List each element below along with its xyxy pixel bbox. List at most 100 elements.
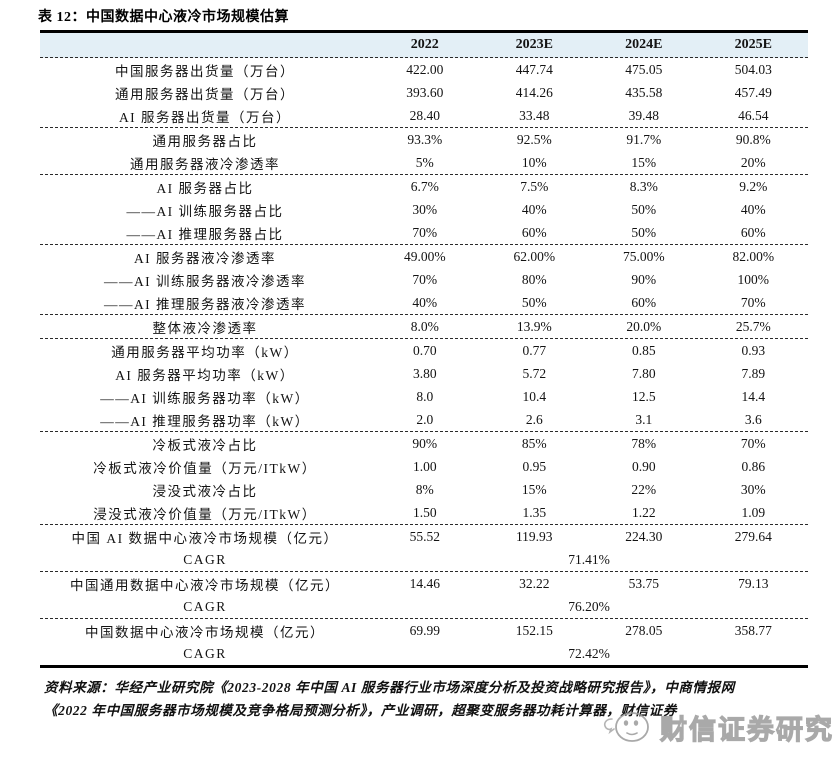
row-value: 7.5% (520, 178, 549, 194)
row-value: 504.03 (734, 61, 772, 77)
table-row: 整体液冷渗透率 8.0% 13.9% 20.0% 25.7% (40, 315, 808, 338)
row-value: 0.90 (631, 458, 656, 474)
row-value: 78% (631, 435, 657, 451)
table-row: 冷板式液冷占比 90% 85% 78% 70% (40, 432, 808, 455)
row-value: 435.58 (625, 84, 663, 100)
row-label: CAGR (183, 551, 227, 567)
table-row: CAGR 72.42% (40, 642, 808, 665)
table-row: 中国 AI 数据中心液冷市场规模（亿元） 55.52 119.93 224.30 279… (40, 525, 808, 548)
row-value: 0.85 (631, 342, 656, 358)
row-label: 通用服务器液冷渗透率 (130, 156, 280, 172)
row-label: 浸没式液冷占比 (152, 483, 258, 499)
row-label: ——AI 训练服务器液冷渗透率 (103, 273, 307, 289)
row-value: 358.77 (734, 622, 772, 638)
row-value: 100% (737, 271, 770, 287)
brand-watermark: 财信证券研究 (602, 705, 834, 750)
row-value: 75.00% (622, 248, 665, 264)
cagr-value: 76.20% (568, 598, 610, 614)
row-value: 10.4 (522, 388, 547, 404)
row-value: 0.70 (412, 342, 437, 358)
table-header-row: 2022 2023E 2024E 2025E (40, 33, 808, 58)
row-value: 85% (521, 435, 547, 451)
table-row: ——AI 推理服务器占比 70% 60% 50% 60% (40, 221, 808, 244)
table-row: ——AI 训练服务器功率（kW） 8.0 10.4 12.5 14.4 (40, 385, 808, 408)
table-section: 通用服务器占比 93.3% 92.5% 91.7% 90.8% 通用服务器液冷渗透率 5% 1… (40, 128, 808, 175)
table-row: ——AI 训练服务器液冷渗透率 70% 80% 90% 100% (40, 268, 808, 291)
row-value: 70% (740, 294, 766, 310)
row-label: 整体液冷渗透率 (152, 320, 258, 336)
row-label: CAGR (183, 645, 227, 661)
row-value: 0.95 (522, 458, 547, 474)
table-section: 中国 AI 数据中心液冷市场规模（亿元） 55.52 119.93 224.30 279… (40, 525, 808, 572)
row-value: 90% (631, 271, 657, 287)
row-value: 12.5 (631, 388, 656, 404)
watermark-label: 财信证券研究 (659, 714, 834, 745)
header-year-2023e: 2023E (515, 37, 553, 52)
table-section: 中国数据中心液冷市场规模（亿元） 69.99 152.15 278.05 358.77 C… (40, 619, 808, 668)
row-value: 70% (740, 435, 766, 451)
table-row: 通用服务器液冷渗透率 5% 10% 15% 20% (40, 151, 808, 174)
row-value: 80% (521, 271, 547, 287)
row-value: 91.7% (626, 131, 662, 147)
table-section: 中国服务器出货量（万台） 422.00 447.74 475.05 504.03 通用服务… (40, 58, 808, 128)
header-year-2024e: 2024E (625, 37, 663, 52)
row-label: AI 服务器平均功率（kW） (115, 367, 295, 383)
row-value: 53.75 (628, 575, 659, 591)
row-value: 92.5% (516, 131, 552, 147)
row-value: 224.30 (625, 528, 663, 544)
row-value: 39.48 (628, 107, 659, 123)
row-label: AI 服务器出货量（万台） (118, 109, 292, 125)
row-value: 30% (740, 481, 766, 497)
row-value: 46.54 (738, 107, 769, 123)
table-row: 中国通用数据中心液冷市场规模（亿元） 14.46 32.22 53.75 79.13 (40, 572, 808, 595)
row-value: 1.35 (522, 504, 547, 520)
table-row: AI 服务器占比 6.7% 7.5% 8.3% 9.2% (40, 175, 808, 198)
row-value: 1.22 (631, 504, 656, 520)
row-value: 393.60 (406, 84, 444, 100)
row-value: 60% (740, 224, 766, 240)
row-value: 20% (740, 154, 766, 170)
table-row: 通用服务器平均功率（kW） 0.70 0.77 0.85 0.93 (40, 339, 808, 362)
row-value: 50% (521, 294, 547, 310)
row-value: 2.6 (525, 411, 543, 427)
row-value: 50% (631, 201, 657, 217)
row-value: 40% (521, 201, 547, 217)
row-value: 3.80 (412, 365, 437, 381)
row-value: 0.93 (741, 342, 766, 358)
table-row: AI 服务器出货量（万台） 28.40 33.48 39.48 46.54 (40, 104, 808, 127)
row-value: 60% (631, 294, 657, 310)
row-label: ——AI 训练服务器占比 (126, 203, 284, 219)
mascot-logo-icon (602, 705, 654, 750)
row-value: 9.2% (739, 178, 768, 194)
row-value: 25.7% (735, 318, 771, 334)
row-value: 447.74 (515, 61, 553, 77)
row-label: 中国服务器出货量（万台） (115, 63, 295, 79)
row-label: ——AI 推理服务器占比 (126, 226, 284, 242)
row-label: AI 服务器液冷渗透率 (133, 250, 277, 266)
row-value: 8.0% (410, 318, 439, 334)
table-row: 冷板式液冷价值量（万元/ITkW） 1.00 0.95 0.90 0.86 (40, 455, 808, 478)
table-section: AI 服务器液冷渗透率 49.00% 62.00% 75.00% 82.00% ——AI … (40, 245, 808, 315)
row-value: 30% (412, 201, 438, 217)
row-value: 15% (521, 481, 547, 497)
row-value: 3.6 (744, 411, 762, 427)
row-value: 40% (412, 294, 438, 310)
row-label: 冷板式液冷占比 (152, 437, 258, 453)
table-row: 浸没式液冷占比 8% 15% 22% 30% (40, 478, 808, 501)
row-value: 279.64 (734, 528, 772, 544)
row-value: 50% (631, 224, 657, 240)
row-value: 28.40 (409, 107, 440, 123)
table-row: 中国数据中心液冷市场规模（亿元） 69.99 152.15 278.05 358.77 (40, 619, 808, 642)
row-value: 3.1 (635, 411, 653, 427)
row-value: 60% (521, 224, 547, 240)
row-value: 40% (740, 201, 766, 217)
row-value: 93.3% (407, 131, 443, 147)
table-row: 浸没式液冷价值量（万元/ITkW） 1.50 1.35 1.22 1.09 (40, 501, 808, 524)
table-section: AI 服务器占比 6.7% 7.5% 8.3% 9.2% ——AI 训练服务器占比 30% 4… (40, 175, 808, 245)
table-title: 表 12：中国数据中心液冷市场规模估算 (38, 10, 289, 25)
cagr-value: 72.42% (568, 645, 610, 661)
table-row: CAGR 71.41% (40, 548, 808, 571)
row-value: 7.80 (631, 365, 656, 381)
row-value: 49.00% (403, 248, 446, 264)
header-year-2022: 2022 (410, 37, 439, 52)
